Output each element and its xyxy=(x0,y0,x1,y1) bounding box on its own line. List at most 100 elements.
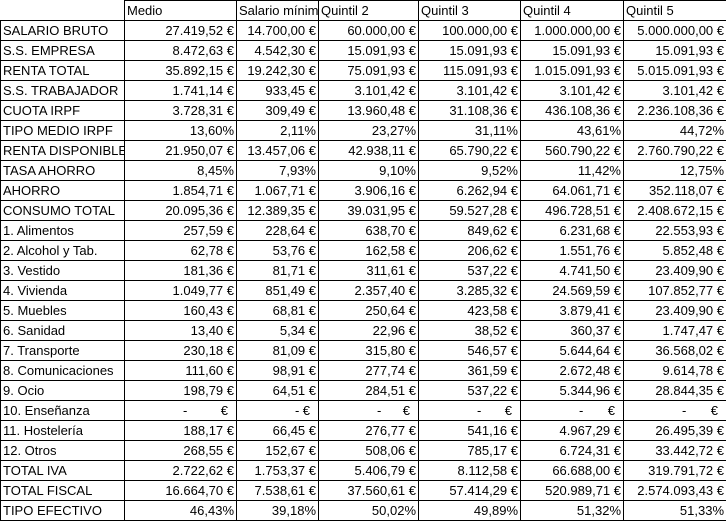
value-cell[interactable]: 66,45 € xyxy=(236,420,319,441)
value-cell[interactable]: - € xyxy=(418,400,521,421)
header-cell-quintil-3[interactable]: Quintil 3 xyxy=(418,0,521,21)
value-cell[interactable]: 228,64 € xyxy=(236,220,319,241)
value-cell[interactable]: 64.061,71 € xyxy=(520,180,624,201)
value-cell[interactable]: 53,76 € xyxy=(236,240,319,261)
value-cell[interactable]: 537,22 € xyxy=(418,380,521,401)
value-cell[interactable]: 319.791,72 € xyxy=(623,460,726,481)
value-cell[interactable]: 100.000,00 € xyxy=(418,20,521,41)
value-cell[interactable]: 250,64 € xyxy=(318,300,419,321)
value-cell[interactable]: 230,18 € xyxy=(124,340,237,361)
value-cell[interactable]: 37.560,61 € xyxy=(318,480,419,501)
value-cell[interactable]: 62,78 € xyxy=(124,240,237,261)
header-cell-quintil-4[interactable]: Quintil 4 xyxy=(520,0,624,21)
value-cell[interactable]: 2.672,48 € xyxy=(520,360,624,381)
value-cell[interactable]: 115.091,93 € xyxy=(418,60,521,81)
value-cell[interactable]: 851,49 € xyxy=(236,280,319,301)
value-cell[interactable]: 51,32% xyxy=(520,500,624,521)
value-cell[interactable]: 13,40 € xyxy=(124,320,237,341)
row-label-cell[interactable]: 3. Vestido xyxy=(0,260,125,281)
value-cell[interactable]: 13,60% xyxy=(124,120,237,141)
value-cell[interactable]: 3.101,42 € xyxy=(318,80,419,101)
value-cell[interactable]: 7,93% xyxy=(236,160,319,181)
value-cell[interactable]: 3.879,41 € xyxy=(520,300,624,321)
value-cell[interactable]: 2.574.093,43 € xyxy=(623,480,726,501)
value-cell[interactable]: 28.844,35 € xyxy=(623,380,726,401)
value-cell[interactable]: 42.938,11 € xyxy=(318,140,419,161)
value-cell[interactable]: 311,61 € xyxy=(318,260,419,281)
value-cell[interactable]: 4.741,50 € xyxy=(520,260,624,281)
value-cell[interactable]: 361,59 € xyxy=(418,360,521,381)
value-cell[interactable]: 496.728,51 € xyxy=(520,200,624,221)
value-cell[interactable]: 23.409,90 € xyxy=(623,260,726,281)
value-cell[interactable]: 198,79 € xyxy=(124,380,237,401)
value-cell[interactable]: 352.118,07 € xyxy=(623,180,726,201)
value-cell[interactable]: - € xyxy=(520,400,624,421)
row-label-cell[interactable]: 12. Otros xyxy=(0,440,125,461)
value-cell[interactable]: 38,52 € xyxy=(418,320,521,341)
row-label-cell[interactable]: AHORRO xyxy=(0,180,125,201)
value-cell[interactable]: 23.409,90 € xyxy=(623,300,726,321)
value-cell[interactable]: 268,55 € xyxy=(124,440,237,461)
value-cell[interactable]: 1.747,47 € xyxy=(623,320,726,341)
value-cell[interactable]: 5.015.091,93 € xyxy=(623,60,726,81)
row-label-cell[interactable]: 5. Muebles xyxy=(0,300,125,321)
value-cell[interactable]: 22,96 € xyxy=(318,320,419,341)
row-label-cell[interactable]: S.S. TRABAJADOR xyxy=(0,80,125,101)
value-cell[interactable]: 315,80 € xyxy=(318,340,419,361)
value-cell[interactable]: 26.495,39 € xyxy=(623,420,726,441)
value-cell[interactable]: 12,75% xyxy=(623,160,726,181)
value-cell[interactable]: 22.553,93 € xyxy=(623,220,726,241)
value-cell[interactable]: 59.527,28 € xyxy=(418,200,521,221)
row-label-cell[interactable]: TIPO EFECTIVO xyxy=(0,500,125,521)
header-cell-quintil-2[interactable]: Quintil 2 xyxy=(318,0,419,21)
value-cell[interactable]: 181,36 € xyxy=(124,260,237,281)
value-cell[interactable]: 2.722,62 € xyxy=(124,460,237,481)
value-cell[interactable]: 1.753,37 € xyxy=(236,460,319,481)
value-cell[interactable]: 5.344,96 € xyxy=(520,380,624,401)
value-cell[interactable]: 277,74 € xyxy=(318,360,419,381)
value-cell[interactable]: 5.644,64 € xyxy=(520,340,624,361)
value-cell[interactable]: 15.091,93 € xyxy=(520,40,624,61)
corner-cell[interactable] xyxy=(0,0,125,21)
value-cell[interactable]: 5.406,79 € xyxy=(318,460,419,481)
value-cell[interactable]: - € xyxy=(124,400,237,421)
value-cell[interactable]: 9.614,78 € xyxy=(623,360,726,381)
row-label-cell[interactable]: TOTAL IVA xyxy=(0,460,125,481)
value-cell[interactable]: 5.000.000,00 € xyxy=(623,20,726,41)
value-cell[interactable]: 1.067,71 € xyxy=(236,180,319,201)
value-cell[interactable]: 43,61% xyxy=(520,120,624,141)
value-cell[interactable]: 284,51 € xyxy=(318,380,419,401)
value-cell[interactable]: 520.989,71 € xyxy=(520,480,624,501)
value-cell[interactable]: 81,71 € xyxy=(236,260,319,281)
row-label-cell[interactable]: 11. Hostelería xyxy=(0,420,125,441)
value-cell[interactable]: 360,37 € xyxy=(520,320,624,341)
value-cell[interactable]: 257,59 € xyxy=(124,220,237,241)
value-cell[interactable]: 5.852,48 € xyxy=(623,240,726,261)
value-cell[interactable]: 21.950,07 € xyxy=(124,140,237,161)
value-cell[interactable]: 9,52% xyxy=(418,160,521,181)
value-cell[interactable]: 44,72% xyxy=(623,120,726,141)
value-cell[interactable]: 560.790,22 € xyxy=(520,140,624,161)
value-cell[interactable]: 6.724,31 € xyxy=(520,440,624,461)
header-cell-salario-minimo[interactable]: Salario mínimo xyxy=(236,0,319,21)
row-label-cell[interactable]: TOTAL FISCAL xyxy=(0,480,125,501)
value-cell[interactable]: 6.231,68 € xyxy=(520,220,624,241)
row-label-cell[interactable]: 7. Transporte xyxy=(0,340,125,361)
value-cell[interactable]: 309,49 € xyxy=(236,100,319,121)
value-cell[interactable]: 9,10% xyxy=(318,160,419,181)
value-cell[interactable]: - € xyxy=(318,400,419,421)
value-cell[interactable]: 15.091,93 € xyxy=(623,40,726,61)
value-cell[interactable]: 638,70 € xyxy=(318,220,419,241)
value-cell[interactable]: 3.906,16 € xyxy=(318,180,419,201)
value-cell[interactable]: 66.688,00 € xyxy=(520,460,624,481)
value-cell[interactable]: 1.015.091,93 € xyxy=(520,60,624,81)
value-cell[interactable]: 162,58 € xyxy=(318,240,419,261)
value-cell[interactable]: 31,11% xyxy=(418,120,521,141)
value-cell[interactable]: 1.551,76 € xyxy=(520,240,624,261)
value-cell[interactable]: 785,17 € xyxy=(418,440,521,461)
header-cell-medio[interactable]: Medio xyxy=(124,0,237,21)
value-cell[interactable]: 12.389,35 € xyxy=(236,200,319,221)
value-cell[interactable]: 541,16 € xyxy=(418,420,521,441)
value-cell[interactable]: 75.091,93 € xyxy=(318,60,419,81)
row-label-cell[interactable]: RENTA DISPONIBLE xyxy=(0,140,125,161)
